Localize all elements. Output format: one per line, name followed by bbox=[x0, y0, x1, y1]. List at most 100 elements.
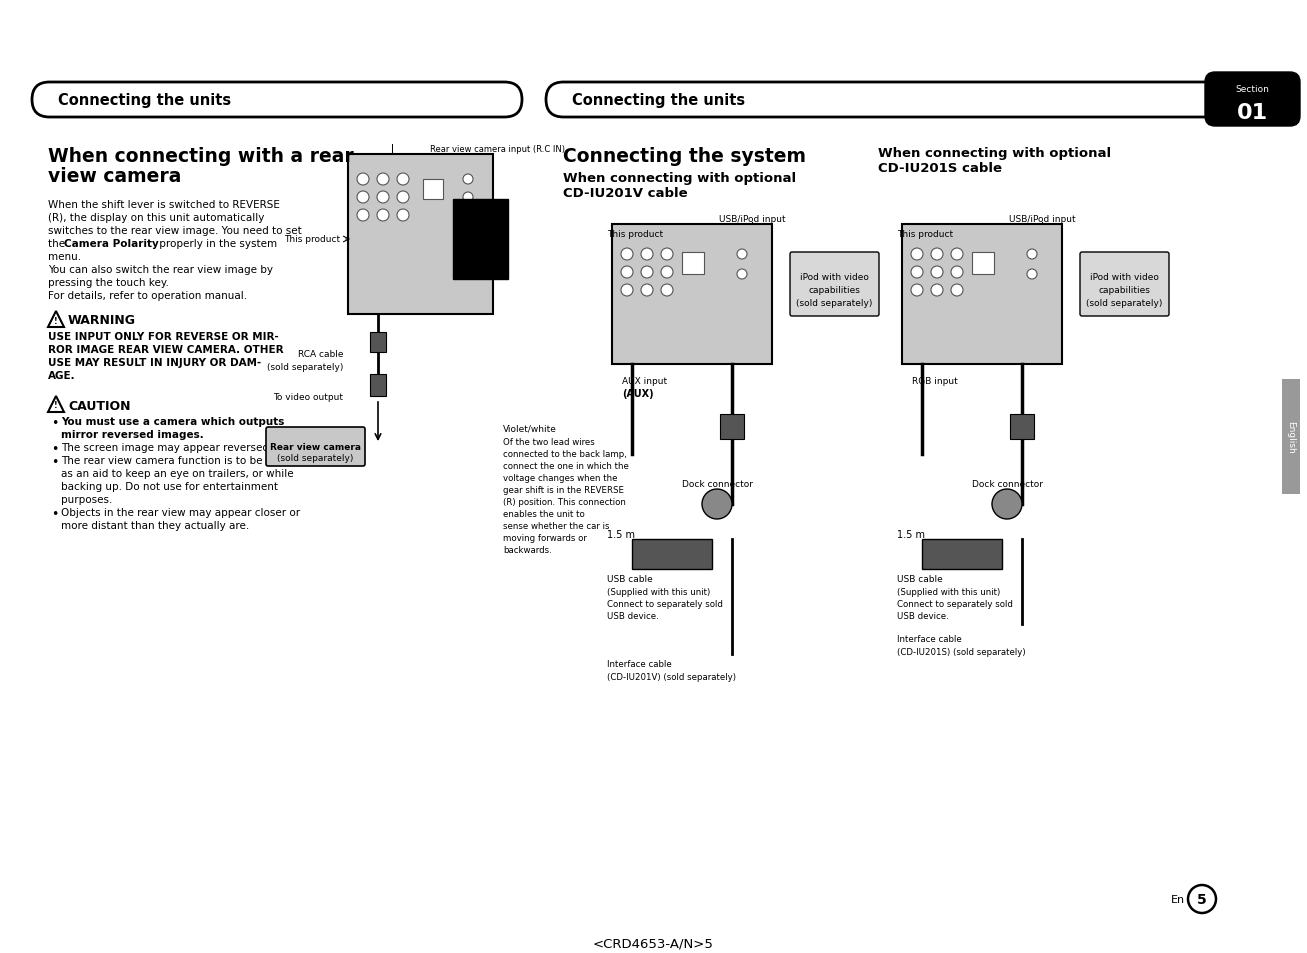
Bar bbox=[633, 539, 712, 569]
Circle shape bbox=[1188, 885, 1216, 913]
Text: gear shift is in the REVERSE: gear shift is in the REVERSE bbox=[503, 485, 623, 495]
Text: iPod with video: iPod with video bbox=[1090, 273, 1159, 282]
Bar bbox=[1010, 415, 1034, 439]
Text: Of the two lead wires: Of the two lead wires bbox=[503, 437, 595, 447]
Circle shape bbox=[1027, 270, 1036, 280]
Text: connect the one in which the: connect the one in which the bbox=[503, 461, 629, 471]
Circle shape bbox=[640, 285, 654, 296]
Text: the: the bbox=[48, 239, 68, 249]
Bar bbox=[972, 253, 995, 274]
Text: connected to the back lamp,: connected to the back lamp, bbox=[503, 450, 627, 458]
Text: When connecting with optional: When connecting with optional bbox=[563, 172, 796, 185]
Text: Connect to separately sold: Connect to separately sold bbox=[897, 599, 1013, 608]
Text: pressing the touch key.: pressing the touch key. bbox=[48, 277, 169, 288]
Circle shape bbox=[463, 174, 473, 185]
Text: backwards.: backwards. bbox=[503, 545, 552, 555]
Text: Connect to separately sold: Connect to separately sold bbox=[606, 599, 723, 608]
Text: When connecting with a rear: When connecting with a rear bbox=[48, 147, 354, 166]
Text: enables the unit to: enables the unit to bbox=[503, 510, 584, 518]
Text: When the shift lever is switched to REVERSE: When the shift lever is switched to REVE… bbox=[48, 200, 280, 210]
Text: USE MAY RESULT IN INJURY OR DAM-: USE MAY RESULT IN INJURY OR DAM- bbox=[48, 357, 261, 368]
Text: (CD-IU201V) (sold separately): (CD-IU201V) (sold separately) bbox=[606, 672, 736, 681]
Circle shape bbox=[397, 173, 409, 186]
Text: USB device.: USB device. bbox=[897, 612, 949, 620]
Text: USB cable: USB cable bbox=[606, 575, 652, 583]
Text: Rear view camera: Rear view camera bbox=[271, 442, 361, 452]
Circle shape bbox=[357, 173, 369, 186]
Text: CD-IU201V cable: CD-IU201V cable bbox=[563, 187, 687, 200]
Bar bbox=[348, 154, 493, 314]
Text: AGE.: AGE. bbox=[48, 371, 76, 380]
Circle shape bbox=[911, 285, 923, 296]
Bar bbox=[454, 200, 508, 280]
Bar bbox=[423, 180, 443, 200]
Text: (sold separately): (sold separately) bbox=[267, 363, 342, 372]
Text: Connecting the system: Connecting the system bbox=[563, 147, 806, 166]
Text: USB/iPod input: USB/iPod input bbox=[1009, 214, 1076, 224]
Text: RGB input: RGB input bbox=[912, 376, 958, 386]
Text: To video output: To video output bbox=[273, 393, 342, 401]
Circle shape bbox=[357, 210, 369, 222]
Text: 1.5 m: 1.5 m bbox=[606, 530, 635, 539]
FancyBboxPatch shape bbox=[789, 253, 880, 316]
Circle shape bbox=[702, 490, 732, 519]
Text: mirror reversed images.: mirror reversed images. bbox=[61, 430, 204, 439]
Circle shape bbox=[621, 249, 633, 261]
Circle shape bbox=[951, 285, 963, 296]
Text: 5: 5 bbox=[1197, 892, 1206, 906]
Bar bbox=[612, 225, 772, 365]
Text: 1.5 m: 1.5 m bbox=[897, 530, 925, 539]
FancyBboxPatch shape bbox=[31, 83, 521, 118]
Circle shape bbox=[640, 267, 654, 278]
Circle shape bbox=[1027, 250, 1036, 260]
Circle shape bbox=[992, 490, 1022, 519]
Circle shape bbox=[621, 285, 633, 296]
Bar bbox=[370, 333, 386, 353]
Text: moving forwards or: moving forwards or bbox=[503, 534, 587, 542]
Text: switches to the rear view image. You need to set: switches to the rear view image. You nee… bbox=[48, 226, 302, 235]
Text: This product: This product bbox=[897, 230, 953, 239]
Text: capabilities: capabilities bbox=[809, 286, 860, 294]
Circle shape bbox=[951, 249, 963, 261]
Text: (Supplied with this unit): (Supplied with this unit) bbox=[606, 587, 710, 597]
Circle shape bbox=[357, 192, 369, 204]
Circle shape bbox=[911, 249, 923, 261]
Text: USB cable: USB cable bbox=[897, 575, 942, 583]
Bar bbox=[902, 225, 1063, 365]
FancyBboxPatch shape bbox=[546, 83, 1252, 118]
Text: backing up. Do not use for entertainment: backing up. Do not use for entertainment bbox=[61, 481, 278, 492]
Text: (R) position. This connection: (R) position. This connection bbox=[503, 497, 626, 506]
Text: Section: Section bbox=[1235, 85, 1269, 93]
Text: view camera: view camera bbox=[48, 167, 182, 186]
Text: Violet/white: Violet/white bbox=[503, 424, 557, 434]
Circle shape bbox=[397, 210, 409, 222]
Text: purposes.: purposes. bbox=[61, 495, 112, 504]
Bar bbox=[921, 539, 1002, 569]
Circle shape bbox=[397, 192, 409, 204]
Text: When connecting with optional: When connecting with optional bbox=[878, 147, 1111, 160]
Text: The screen image may appear reversed.: The screen image may appear reversed. bbox=[61, 442, 272, 453]
Circle shape bbox=[951, 267, 963, 278]
Text: You must use a camera which outputs: You must use a camera which outputs bbox=[61, 416, 285, 427]
Text: USB/iPod input: USB/iPod input bbox=[719, 214, 786, 224]
Text: !: ! bbox=[54, 401, 58, 410]
Bar bbox=[682, 253, 704, 274]
Bar bbox=[370, 375, 386, 396]
Text: (sold separately): (sold separately) bbox=[277, 454, 354, 462]
Text: (sold separately): (sold separately) bbox=[796, 298, 873, 308]
Circle shape bbox=[911, 267, 923, 278]
Text: (R), the display on this unit automatically: (R), the display on this unit automatica… bbox=[48, 213, 264, 223]
Circle shape bbox=[931, 285, 942, 296]
Text: (AUX): (AUX) bbox=[622, 389, 654, 398]
Text: menu.: menu. bbox=[48, 252, 81, 262]
Bar bbox=[720, 415, 744, 439]
FancyBboxPatch shape bbox=[1080, 253, 1168, 316]
Text: En: En bbox=[1171, 894, 1185, 904]
Text: Connecting the units: Connecting the units bbox=[571, 92, 745, 108]
Text: This product: This product bbox=[606, 230, 663, 239]
Text: USE INPUT ONLY FOR REVERSE OR MIR-: USE INPUT ONLY FOR REVERSE OR MIR- bbox=[48, 332, 278, 341]
Text: Dock connector: Dock connector bbox=[971, 479, 1043, 489]
Circle shape bbox=[737, 270, 748, 280]
Text: •: • bbox=[51, 456, 59, 469]
Circle shape bbox=[737, 250, 748, 260]
